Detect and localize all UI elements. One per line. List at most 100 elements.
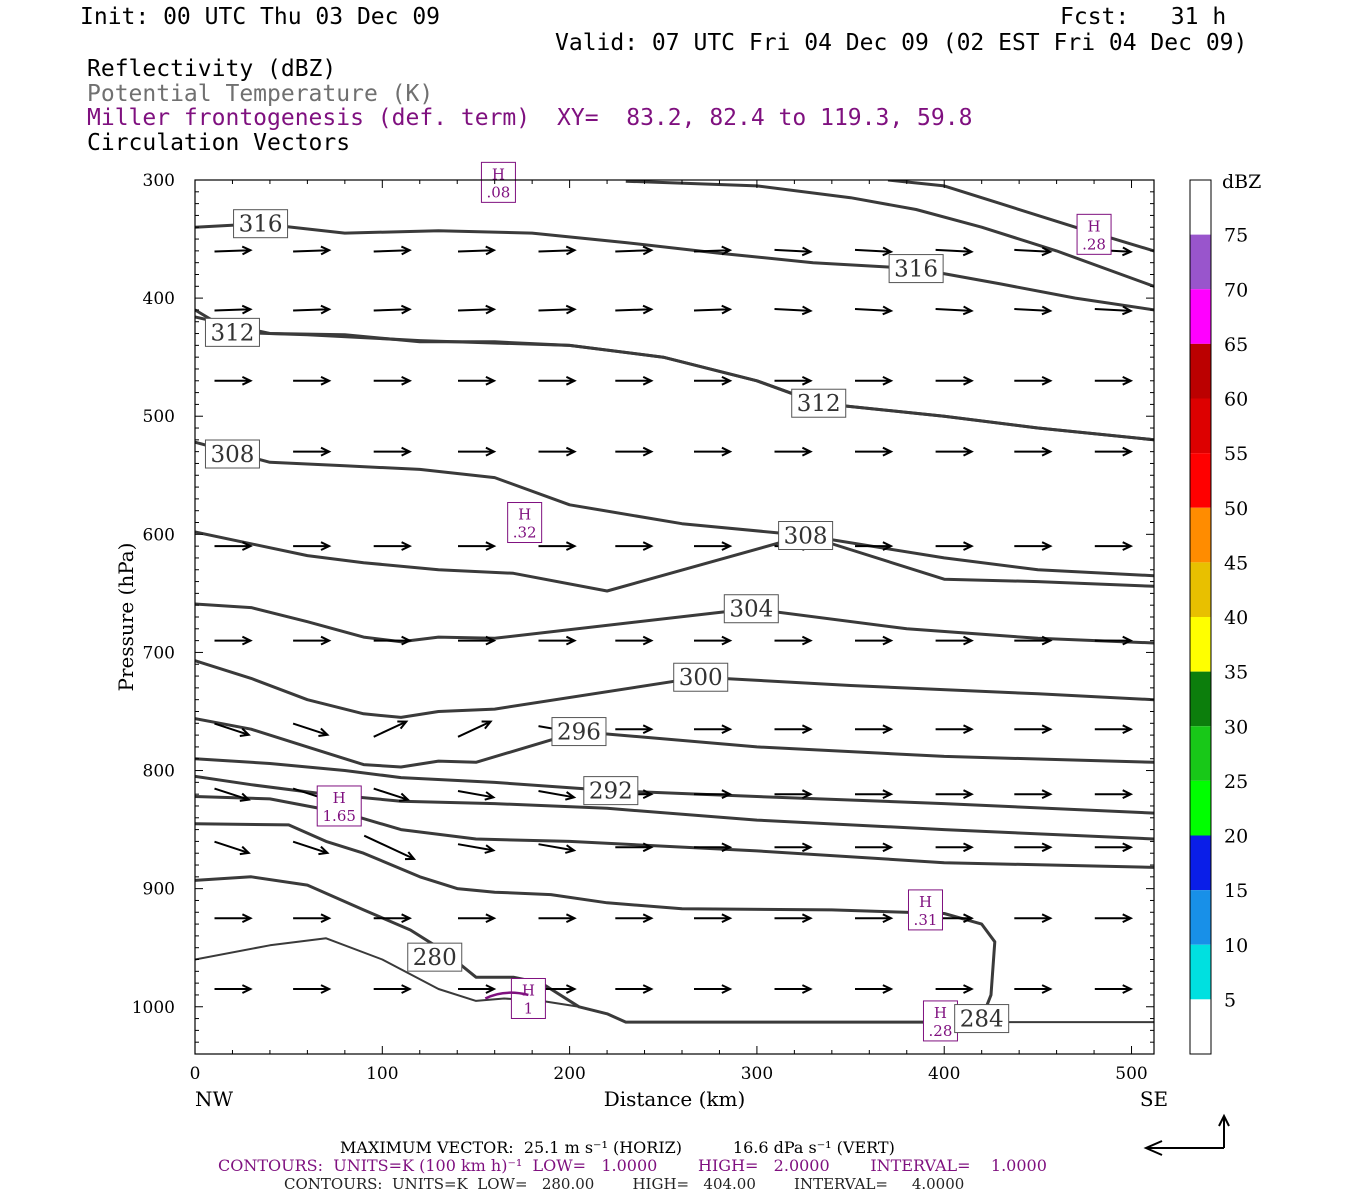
circulation-vector xyxy=(935,446,974,457)
theta-contour-line xyxy=(195,757,1154,815)
circulation-vector xyxy=(538,541,577,551)
circulation-vector xyxy=(854,246,894,257)
circulation-vector xyxy=(458,913,497,924)
fronto-max-box xyxy=(480,161,516,203)
x-tick-label: 400 xyxy=(928,1064,960,1084)
circulation-vector xyxy=(292,840,330,856)
theta-contour-line xyxy=(195,822,997,1024)
y-tick-label: 900 xyxy=(143,880,175,900)
colorbar-level-label: 65 xyxy=(1224,334,1248,356)
circulation-vector xyxy=(1094,305,1133,316)
circulation-vector xyxy=(694,984,733,994)
fronto-contour xyxy=(484,991,529,1000)
theta-label: 308 xyxy=(784,524,828,550)
circulation-vector xyxy=(293,245,332,256)
field-label-frontogenesis: Miller frontogenesis (def. term) xyxy=(87,105,531,131)
circulation-vector xyxy=(214,913,253,924)
circulation-vector xyxy=(694,842,733,853)
init-time: Init: 00 UTC Thu 03 Dec 09 xyxy=(80,4,441,30)
circulation-vector xyxy=(214,840,251,856)
colorbar-segment xyxy=(1190,453,1211,508)
reflectivity-colorbar: 5 10 15 20 25 30 35 40 45 50 55 60 65 70 75 dBZ xyxy=(1189,171,1261,1055)
circulation-vector xyxy=(774,375,813,386)
circulation-vector xyxy=(214,984,253,994)
theta-label: 312 xyxy=(797,391,841,417)
theta-label-box xyxy=(673,662,729,692)
circulation-vector xyxy=(615,375,654,386)
circulation-vector xyxy=(538,790,577,801)
circulation-vector xyxy=(538,245,577,256)
theta-contour-line xyxy=(195,308,1154,442)
colorbar-segment xyxy=(1190,289,1211,344)
circulation-vector xyxy=(615,541,654,551)
circulation-vector xyxy=(855,913,894,924)
theta-contour-line xyxy=(195,937,1154,1024)
y-tick-label: 500 xyxy=(143,407,175,427)
circulation-vector xyxy=(615,913,654,924)
circulation-vector xyxy=(214,304,253,315)
circulation-vector xyxy=(935,246,974,257)
circulation-vector xyxy=(1094,446,1134,457)
fronto-max-value: .28 xyxy=(929,1022,953,1040)
theta-contour-line xyxy=(195,717,1154,769)
fronto-max-value: .31 xyxy=(914,911,938,929)
circulation-vector xyxy=(458,541,497,551)
fronto-max-marker: H xyxy=(934,1004,947,1022)
circulation-vector xyxy=(855,724,894,735)
circulation-vector xyxy=(774,842,813,853)
colorbar-segment xyxy=(1190,726,1211,781)
circulation-vector xyxy=(774,913,813,924)
circulation-vector xyxy=(538,304,577,315)
theta-label: 316 xyxy=(239,212,283,238)
theta-label: 292 xyxy=(589,779,633,805)
theta-label: 296 xyxy=(557,720,601,746)
circulation-vector xyxy=(373,913,413,924)
circulation-vector xyxy=(855,984,894,994)
fronto-max-marker: H xyxy=(919,893,932,911)
circulation-vector xyxy=(373,304,412,315)
theta-label-box xyxy=(954,1004,1010,1034)
fronto-max-marker: H xyxy=(492,165,505,183)
circulation-vector xyxy=(293,304,332,315)
circulation-vector xyxy=(1014,446,1053,457)
colorbar-segment xyxy=(1190,343,1211,399)
circulation-vector xyxy=(694,913,733,924)
circulation-vector xyxy=(1014,375,1053,386)
circulation-vector xyxy=(373,375,413,386)
circulation-vector xyxy=(855,635,894,646)
circulation-vector xyxy=(935,541,974,551)
circulation-vector xyxy=(373,635,413,646)
y-tick-label: 800 xyxy=(143,762,175,782)
circulation-vector xyxy=(293,446,332,457)
circulation-vector xyxy=(694,375,733,386)
circulation-vector xyxy=(214,635,253,646)
circulation-vector xyxy=(615,635,654,646)
circulation-vector xyxy=(538,913,577,924)
circulation-vector xyxy=(293,913,332,924)
valid-time: Valid: 07 UTC Fri 04 Dec 09 (02 EST Fri … xyxy=(555,30,1248,56)
circulation-vector xyxy=(615,724,654,735)
theta-label-box xyxy=(233,209,289,239)
circulation-vector xyxy=(293,984,332,994)
circulation-vector xyxy=(214,787,251,802)
circulation-vector xyxy=(1014,246,1053,257)
circulation-vector xyxy=(1094,375,1134,386)
theta-label: 304 xyxy=(729,597,773,623)
circulation-vector xyxy=(457,304,497,315)
circulation-vector xyxy=(1094,789,1134,800)
colorbar-level-label: 40 xyxy=(1224,607,1248,629)
circulation-vector xyxy=(774,635,813,646)
x-tick-label: 200 xyxy=(553,1064,585,1084)
circulation-vector xyxy=(214,245,253,256)
circulation-vector xyxy=(935,635,974,646)
theta-label: 300 xyxy=(679,665,723,691)
field-label-vectors: Circulation Vectors xyxy=(87,130,351,156)
circulation-vector xyxy=(538,375,577,386)
circulation-vector xyxy=(615,245,654,256)
colorbar-segment xyxy=(1190,835,1211,891)
colorbar-level-label: 60 xyxy=(1224,389,1248,411)
circulation-vector xyxy=(373,720,409,738)
colorbar-segment xyxy=(1190,234,1211,290)
circulation-vector xyxy=(855,541,894,551)
circulation-vector xyxy=(774,246,813,257)
